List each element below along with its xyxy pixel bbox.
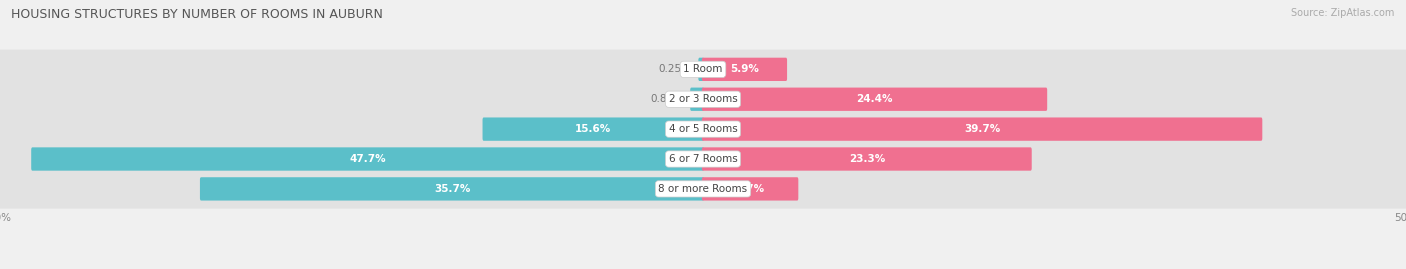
FancyBboxPatch shape <box>0 139 1406 179</box>
FancyBboxPatch shape <box>702 177 799 201</box>
FancyBboxPatch shape <box>31 147 704 171</box>
FancyBboxPatch shape <box>702 88 1047 111</box>
FancyBboxPatch shape <box>482 118 704 141</box>
Text: 35.7%: 35.7% <box>434 184 470 194</box>
Text: Source: ZipAtlas.com: Source: ZipAtlas.com <box>1291 8 1395 18</box>
FancyBboxPatch shape <box>702 118 1263 141</box>
FancyBboxPatch shape <box>702 58 787 81</box>
FancyBboxPatch shape <box>690 88 704 111</box>
FancyBboxPatch shape <box>699 58 704 81</box>
Text: 1 Room: 1 Room <box>683 64 723 74</box>
Text: 0.25%: 0.25% <box>658 64 692 74</box>
Text: 23.3%: 23.3% <box>849 154 884 164</box>
Text: 0.83%: 0.83% <box>650 94 683 104</box>
Text: 47.7%: 47.7% <box>349 154 387 164</box>
FancyBboxPatch shape <box>702 147 1032 171</box>
Text: 2 or 3 Rooms: 2 or 3 Rooms <box>669 94 737 104</box>
FancyBboxPatch shape <box>200 177 704 201</box>
FancyBboxPatch shape <box>0 109 1406 149</box>
Text: 24.4%: 24.4% <box>856 94 893 104</box>
Text: 5.9%: 5.9% <box>730 64 759 74</box>
Text: 15.6%: 15.6% <box>575 124 612 134</box>
Text: HOUSING STRUCTURES BY NUMBER OF ROOMS IN AUBURN: HOUSING STRUCTURES BY NUMBER OF ROOMS IN… <box>11 8 382 21</box>
Text: 4 or 5 Rooms: 4 or 5 Rooms <box>669 124 737 134</box>
FancyBboxPatch shape <box>0 49 1406 89</box>
Text: 39.7%: 39.7% <box>965 124 1000 134</box>
FancyBboxPatch shape <box>0 80 1406 119</box>
Text: 6.7%: 6.7% <box>735 184 765 194</box>
Text: 8 or more Rooms: 8 or more Rooms <box>658 184 748 194</box>
FancyBboxPatch shape <box>0 169 1406 209</box>
Text: 6 or 7 Rooms: 6 or 7 Rooms <box>669 154 737 164</box>
